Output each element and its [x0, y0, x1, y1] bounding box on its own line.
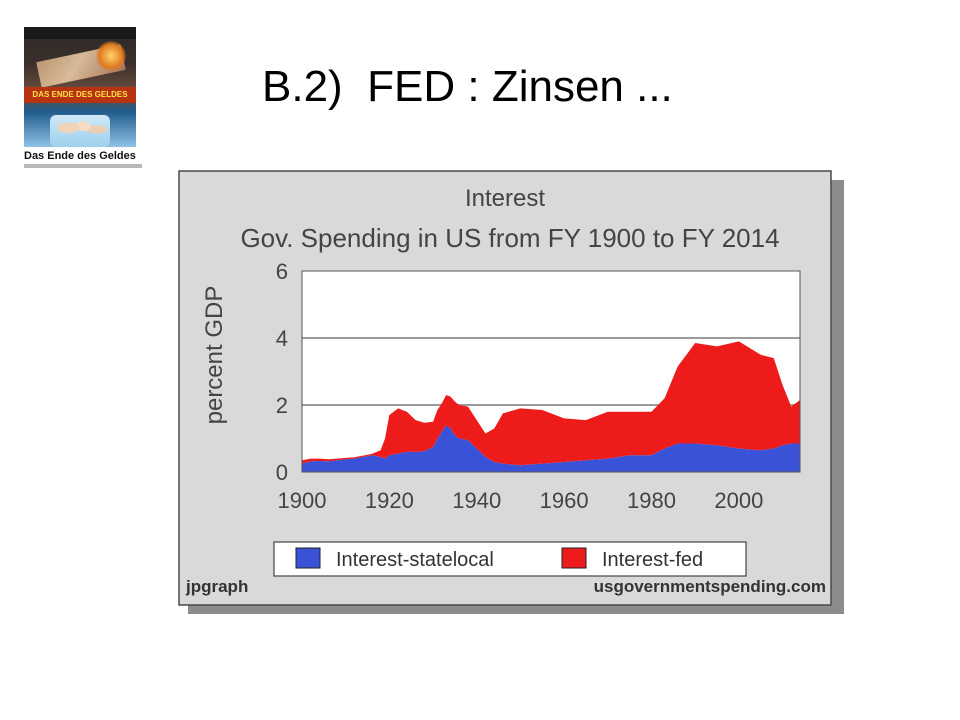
y-axis-label: percent GDP [201, 286, 228, 425]
slide-title: B.2) FED : Zinsen ... [262, 62, 673, 111]
flame-illustration [96, 41, 126, 71]
legend [273, 541, 747, 577]
chart-subtitle: Gov. Spending in US from FY 1900 to FY 2… [240, 223, 779, 253]
y-tick-label: 4 [276, 326, 288, 351]
plot-border [301, 270, 801, 473]
book-caption: Das Ende des Geldes [24, 150, 136, 162]
x-tick-label: 1960 [540, 488, 589, 513]
family-illustration [50, 115, 110, 147]
x-tick-label: 1980 [627, 488, 676, 513]
y-tick-label: 0 [276, 460, 288, 485]
y-tick-label: 2 [276, 393, 288, 418]
chart-title: Interest [465, 185, 545, 212]
book-caption-cut-line [24, 164, 142, 168]
area-series-statelocal [302, 425, 800, 472]
book-title-band: DAS ENDE DES GELDES [24, 87, 136, 103]
legend-swatch-statelocal [295, 547, 321, 569]
credit-source: usgovernmentspending.com [594, 577, 826, 596]
x-tick-label: 1920 [365, 488, 414, 513]
area-series-fed [302, 341, 800, 466]
book-cover: DAS ENDE DES GELDES [24, 27, 136, 147]
book-authors-strip [24, 27, 136, 39]
legend-label-statelocal: Interest-statelocal [336, 549, 494, 571]
legend-label-fed: Interest-fed [602, 549, 703, 571]
x-tick-label: 1940 [452, 488, 501, 513]
credit-jpgraph: jpgraph [185, 577, 248, 596]
series-areas [302, 341, 800, 472]
y-tick-labels: 0 2 4 6 [276, 259, 288, 485]
legend-swatch-fed [561, 547, 587, 569]
y-tick-label: 6 [276, 259, 288, 284]
x-tick-label: 2000 [714, 488, 763, 513]
x-tick-label: 1900 [278, 488, 327, 513]
x-tick-labels: 1900 1920 1940 1960 1980 2000 [278, 488, 764, 513]
